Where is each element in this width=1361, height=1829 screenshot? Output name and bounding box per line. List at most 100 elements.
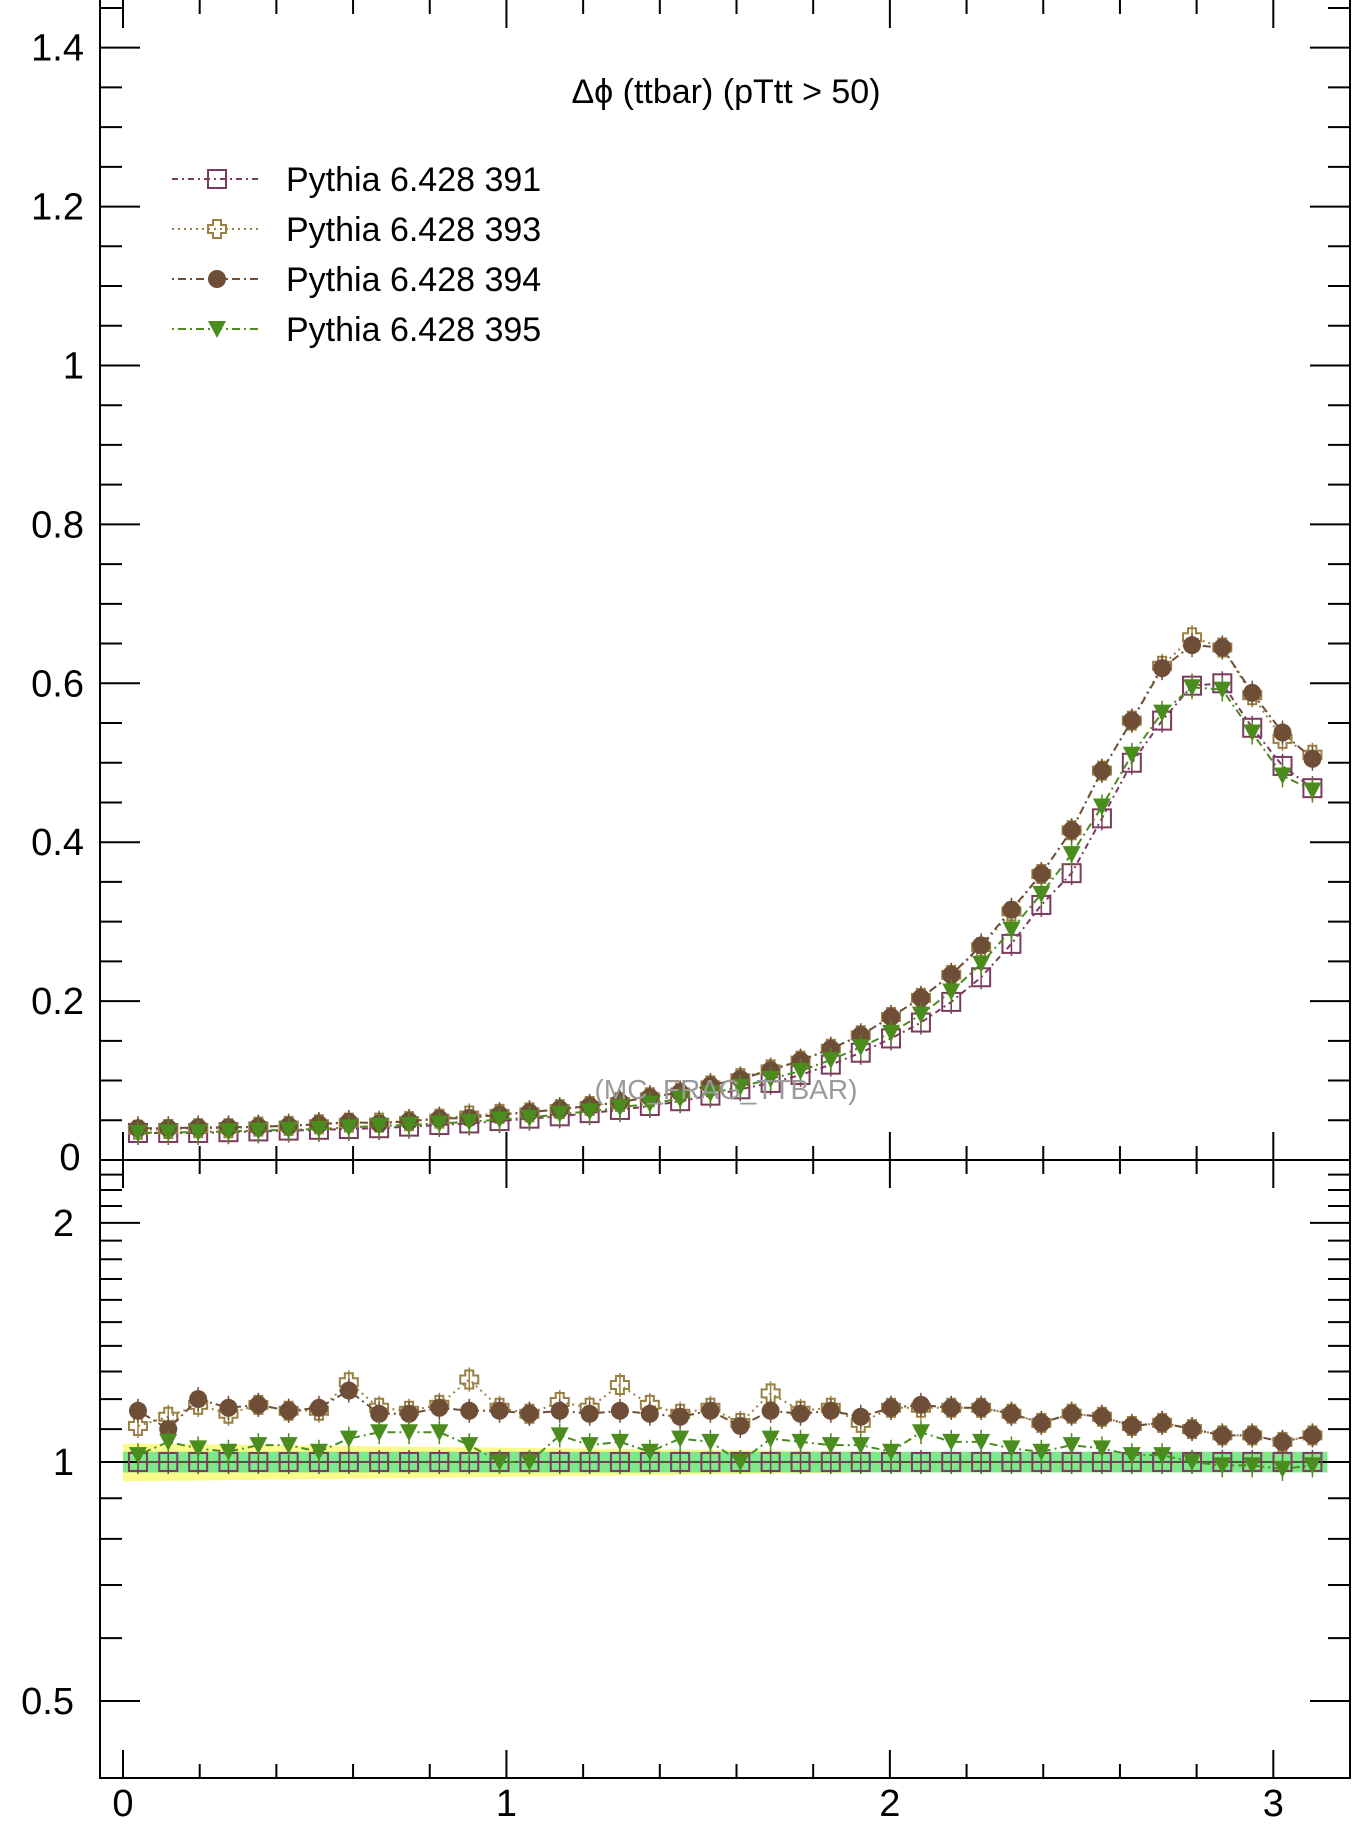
series-4-point <box>520 1109 539 1127</box>
series-4-ratio-point <box>219 1443 238 1461</box>
series-3-ratio-point <box>851 1407 870 1426</box>
series-3-ratio-point <box>1092 1407 1111 1426</box>
series-4-point <box>550 1105 569 1123</box>
ratio-panel-frame <box>99 1159 1351 1779</box>
series-4-ratio-point <box>1303 1457 1322 1475</box>
series-4-ratio-point <box>1243 1457 1262 1475</box>
series-3-ratio-point <box>249 1395 268 1414</box>
series-1-ratio-point <box>760 1451 781 1472</box>
series-4-ratio-point <box>882 1443 901 1461</box>
series-4-point <box>731 1078 750 1096</box>
series-3-ratio-point <box>1122 1416 1141 1435</box>
series-4-point <box>339 1119 358 1137</box>
series-3-ratio-point <box>189 1390 208 1409</box>
series-2-ratio-point <box>127 1415 148 1436</box>
series-3-ratio-point <box>671 1407 690 1426</box>
series-4-point <box>640 1095 659 1113</box>
series-4-point <box>1062 846 1081 864</box>
series-4-ratio-point <box>791 1433 810 1451</box>
series-4-ratio-point <box>189 1440 208 1458</box>
series-4-ratio-point <box>279 1437 298 1455</box>
series-4-point <box>610 1099 629 1117</box>
series-3-ratio-point <box>610 1401 629 1420</box>
series-4-point <box>1092 798 1111 816</box>
series-3-ratio-point <box>882 1398 901 1417</box>
series-3-line <box>137 644 1314 1130</box>
series-3-ratio <box>128 1378 1322 1454</box>
series-3-ratio-point <box>1303 1426 1322 1445</box>
series-4-point <box>370 1117 389 1135</box>
series-3-ratio-point <box>731 1416 750 1435</box>
y-tick-label: 0.4 <box>31 822 84 864</box>
series-4-point <box>580 1103 599 1121</box>
series-3-ratio-point <box>1213 1426 1232 1445</box>
series-3-point <box>1213 638 1232 657</box>
series-1-ratio-point <box>369 1451 390 1472</box>
series-4-point <box>460 1113 479 1131</box>
legend-marker <box>207 219 227 239</box>
series-4-ratio-point <box>249 1437 268 1455</box>
series-3-point <box>1092 761 1111 780</box>
series-4-ratio-point <box>1213 1457 1232 1475</box>
ratio-y-tick-label: 2 <box>53 1203 74 1245</box>
series-3-ratio-point <box>219 1398 238 1417</box>
panel-frames <box>99 0 1351 1779</box>
legend-marker <box>208 270 226 288</box>
series-1-line <box>137 682 1314 1134</box>
legend-label: Pythia 6.428 393 <box>286 211 541 249</box>
series-4-point <box>821 1051 840 1069</box>
ratio-y-tick-label: 1 <box>53 1442 74 1484</box>
y-tick-label: 0.8 <box>31 504 84 546</box>
series-4-point <box>1243 724 1262 742</box>
ratio-y-tick-label: 0.5 <box>21 1681 74 1723</box>
legend-item: Pythia 6.428 393 <box>172 211 541 249</box>
series-3-ratio-point <box>279 1401 298 1420</box>
series-4-ratio-point <box>1273 1460 1292 1478</box>
series-3-point <box>942 965 961 984</box>
watermark-label: (MC_FRAG_TTBAR) <box>595 1074 858 1105</box>
series-1-ratio-point <box>670 1451 691 1472</box>
series-3-ratio-point <box>1243 1426 1262 1445</box>
x-tick-label: 2 <box>879 1783 900 1825</box>
series-4-point <box>1303 782 1322 800</box>
y-tick-label-clipped: 0 <box>59 1137 80 1179</box>
series-3-point <box>1153 659 1172 678</box>
series-3-ratio-point <box>911 1395 930 1414</box>
series-4-ratio-point <box>972 1433 991 1451</box>
series-3-ratio-point <box>460 1401 479 1420</box>
series-4-point <box>430 1115 449 1133</box>
axis-tick-labels: 0.2 0.4 0.6 0.8 1 1.2 1.4 0 0.5 1 2 0 1 2 3 <box>21 28 1284 1825</box>
series-4-point <box>882 1024 901 1042</box>
series-1-ratio-point <box>429 1451 450 1472</box>
series-4-point <box>159 1124 178 1142</box>
legend-item: Pythia 6.428 394 <box>172 261 541 299</box>
legend-label: Pythia 6.428 394 <box>286 261 541 299</box>
series-4-ratio-point <box>128 1447 147 1465</box>
y-tick-label: 0.6 <box>31 663 84 705</box>
series-3-ratio-point <box>370 1404 389 1423</box>
series-3-ratio-point <box>1032 1413 1051 1432</box>
legend-label: Pythia 6.428 395 <box>286 311 541 349</box>
series-3-point <box>1273 723 1292 742</box>
series-3-ratio-point <box>128 1401 147 1420</box>
series-3-ratio-point <box>430 1398 449 1417</box>
series-4-main <box>128 675 1322 1145</box>
series-3-ratio-point <box>1273 1432 1292 1451</box>
series-4-point <box>279 1121 298 1139</box>
series-3-ratio-point <box>761 1401 780 1420</box>
series-1-ratio-point <box>549 1451 570 1472</box>
legend-label: Pythia 6.428 391 <box>286 161 541 199</box>
series-4-ratio-point <box>1062 1437 1081 1455</box>
series-4-point <box>1122 746 1141 764</box>
series-4-line <box>137 686 1313 1134</box>
series-3-ratio-point <box>640 1404 659 1423</box>
series-3-ratio-point <box>309 1398 328 1417</box>
series-4-ratio-point <box>1122 1447 1141 1465</box>
series-2-ratio-point <box>459 1369 480 1390</box>
series-4-ratio-point <box>1092 1440 1111 1458</box>
series-4-point <box>701 1085 720 1103</box>
series-3-point <box>882 1007 901 1026</box>
series-3-ratio-point <box>701 1401 720 1420</box>
series-4-point <box>972 955 991 973</box>
